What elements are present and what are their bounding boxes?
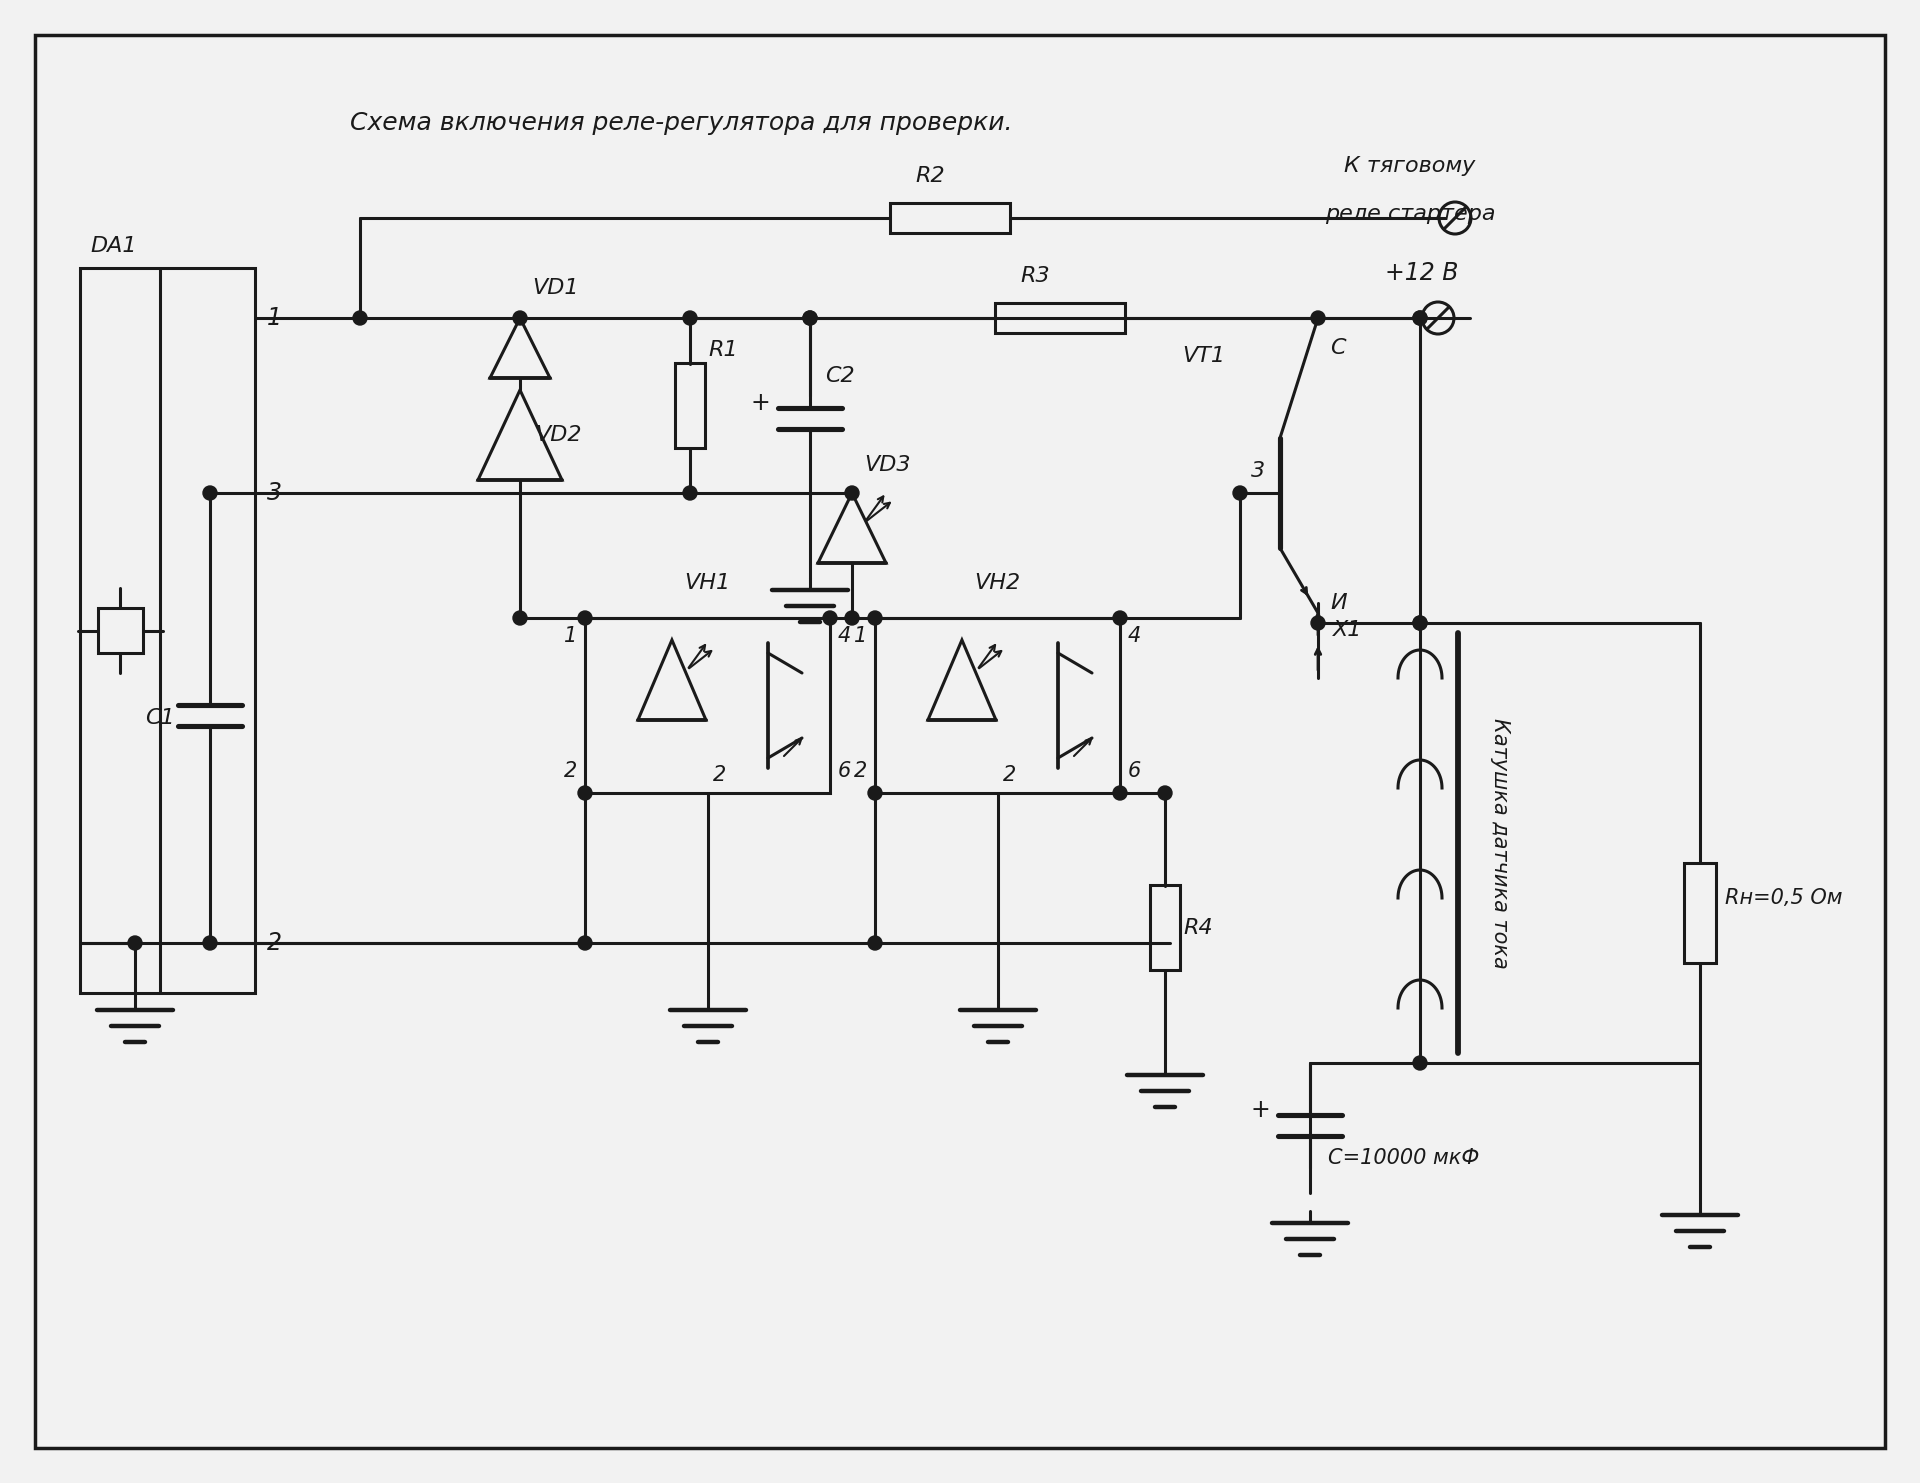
Circle shape [868,786,881,799]
Circle shape [578,786,591,799]
Text: 4: 4 [837,626,851,647]
Circle shape [578,611,591,624]
Text: 2: 2 [854,761,868,782]
Text: 3: 3 [267,480,282,506]
Text: VD1: VD1 [532,277,578,298]
Circle shape [1311,615,1325,630]
Circle shape [1114,611,1127,624]
Text: VD2: VD2 [536,426,582,445]
Bar [676,363,705,448]
Text: VH2: VH2 [975,572,1021,593]
Text: 2: 2 [1002,765,1016,785]
Text: 6: 6 [837,761,851,782]
Text: VH1: VH1 [684,572,732,593]
Circle shape [1114,786,1127,799]
Circle shape [1413,615,1427,630]
Text: Rн=0,5 Ом: Rн=0,5 Ом [1724,888,1843,908]
Text: 3: 3 [1250,461,1265,480]
Circle shape [353,311,367,325]
Text: R2: R2 [916,166,945,185]
Circle shape [1311,311,1325,325]
Bar [995,303,1125,334]
Text: Схема включения реле-регулятора для проверки.: Схема включения реле-регулятора для пров… [349,111,1012,135]
Text: 1: 1 [854,626,868,647]
Text: R3: R3 [1020,265,1050,286]
Circle shape [803,311,818,325]
Circle shape [1413,311,1427,325]
Circle shape [684,486,697,500]
Bar [81,268,255,994]
Circle shape [1233,486,1246,500]
Circle shape [513,611,526,624]
Circle shape [1158,786,1171,799]
Circle shape [204,486,217,500]
Circle shape [803,311,818,325]
Text: 2: 2 [564,761,578,782]
Bar [586,618,829,793]
Text: +: + [751,390,770,415]
Circle shape [1413,311,1427,325]
Circle shape [1413,615,1427,630]
Circle shape [845,486,858,500]
Text: +: + [1250,1097,1269,1123]
Text: C2: C2 [826,365,854,386]
Text: 1: 1 [564,626,578,647]
Text: 6: 6 [1129,761,1140,782]
Bar [1684,863,1716,962]
Bar [876,618,1119,793]
Text: 1: 1 [267,305,282,331]
Bar [98,608,142,653]
Bar [891,203,1010,233]
Text: 2: 2 [267,931,282,955]
Circle shape [578,936,591,951]
Circle shape [868,611,881,624]
Text: C=10000 мкФ: C=10000 мкФ [1329,1148,1480,1169]
Text: X1: X1 [1332,620,1363,641]
Text: R4: R4 [1183,918,1213,939]
Text: VD3: VD3 [864,455,910,475]
Circle shape [513,311,526,325]
Text: И: И [1331,593,1346,612]
Text: 2: 2 [712,765,726,785]
Text: реле стартера: реле стартера [1325,205,1496,224]
Circle shape [868,936,881,951]
Text: С: С [1331,338,1346,357]
Text: DA1: DA1 [90,236,136,257]
Circle shape [684,311,697,325]
Circle shape [824,611,837,624]
Circle shape [204,936,217,951]
Text: 4: 4 [1129,626,1140,647]
Text: VT1: VT1 [1183,346,1225,366]
Text: +12 В: +12 В [1384,261,1459,285]
Circle shape [1413,1056,1427,1071]
Circle shape [129,936,142,951]
Text: R1: R1 [708,341,737,360]
Text: К тяговому: К тяговому [1344,156,1476,176]
Text: Катушка датчика тока: Катушка датчика тока [1490,718,1509,968]
Circle shape [845,611,858,624]
Bar [1150,885,1181,970]
Text: C1: C1 [146,707,175,728]
